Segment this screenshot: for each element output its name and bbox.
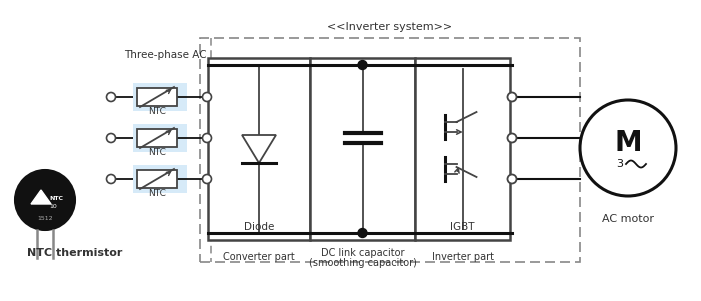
Text: NTC: NTC bbox=[49, 196, 63, 200]
Text: AC motor: AC motor bbox=[602, 214, 654, 224]
Text: 1512: 1512 bbox=[37, 216, 53, 221]
Text: Diode: Diode bbox=[244, 222, 274, 232]
Text: 10: 10 bbox=[49, 204, 57, 209]
Text: M: M bbox=[614, 129, 642, 157]
Bar bbox=[137, 129, 177, 147]
Circle shape bbox=[203, 175, 212, 184]
Text: 3: 3 bbox=[616, 159, 623, 169]
Text: NTC: NTC bbox=[148, 107, 166, 116]
Bar bbox=[137, 88, 177, 106]
Text: NTC: NTC bbox=[148, 148, 166, 157]
Bar bbox=[415, 58, 510, 240]
Bar bbox=[133, 124, 187, 152]
Circle shape bbox=[508, 92, 517, 101]
Bar bbox=[133, 83, 187, 111]
Polygon shape bbox=[242, 135, 276, 163]
Text: IGBT: IGBT bbox=[450, 222, 475, 232]
Circle shape bbox=[358, 228, 367, 237]
Text: NTC thermistor: NTC thermistor bbox=[27, 248, 123, 258]
Circle shape bbox=[15, 170, 75, 230]
Text: DC link capacitor: DC link capacitor bbox=[321, 248, 404, 258]
Circle shape bbox=[358, 61, 367, 70]
Circle shape bbox=[107, 92, 116, 101]
Text: NTC: NTC bbox=[148, 189, 166, 198]
Circle shape bbox=[508, 175, 517, 184]
Circle shape bbox=[107, 175, 116, 184]
Circle shape bbox=[580, 100, 676, 196]
Text: Converter part: Converter part bbox=[223, 252, 295, 262]
Bar bbox=[133, 165, 187, 193]
Text: Inverter part: Inverter part bbox=[432, 252, 494, 262]
Circle shape bbox=[508, 134, 517, 142]
Bar bbox=[208, 58, 310, 240]
Circle shape bbox=[107, 134, 116, 142]
Bar bbox=[310, 58, 415, 240]
Text: <<Inverter system>>: <<Inverter system>> bbox=[327, 22, 453, 32]
Text: Three-phase AC: Three-phase AC bbox=[123, 50, 206, 60]
Text: (smoothing capacitor): (smoothing capacitor) bbox=[308, 258, 416, 268]
Bar bbox=[137, 170, 177, 188]
Polygon shape bbox=[31, 190, 51, 204]
Circle shape bbox=[203, 134, 212, 142]
Bar bbox=[200, 38, 580, 262]
Circle shape bbox=[203, 92, 212, 101]
